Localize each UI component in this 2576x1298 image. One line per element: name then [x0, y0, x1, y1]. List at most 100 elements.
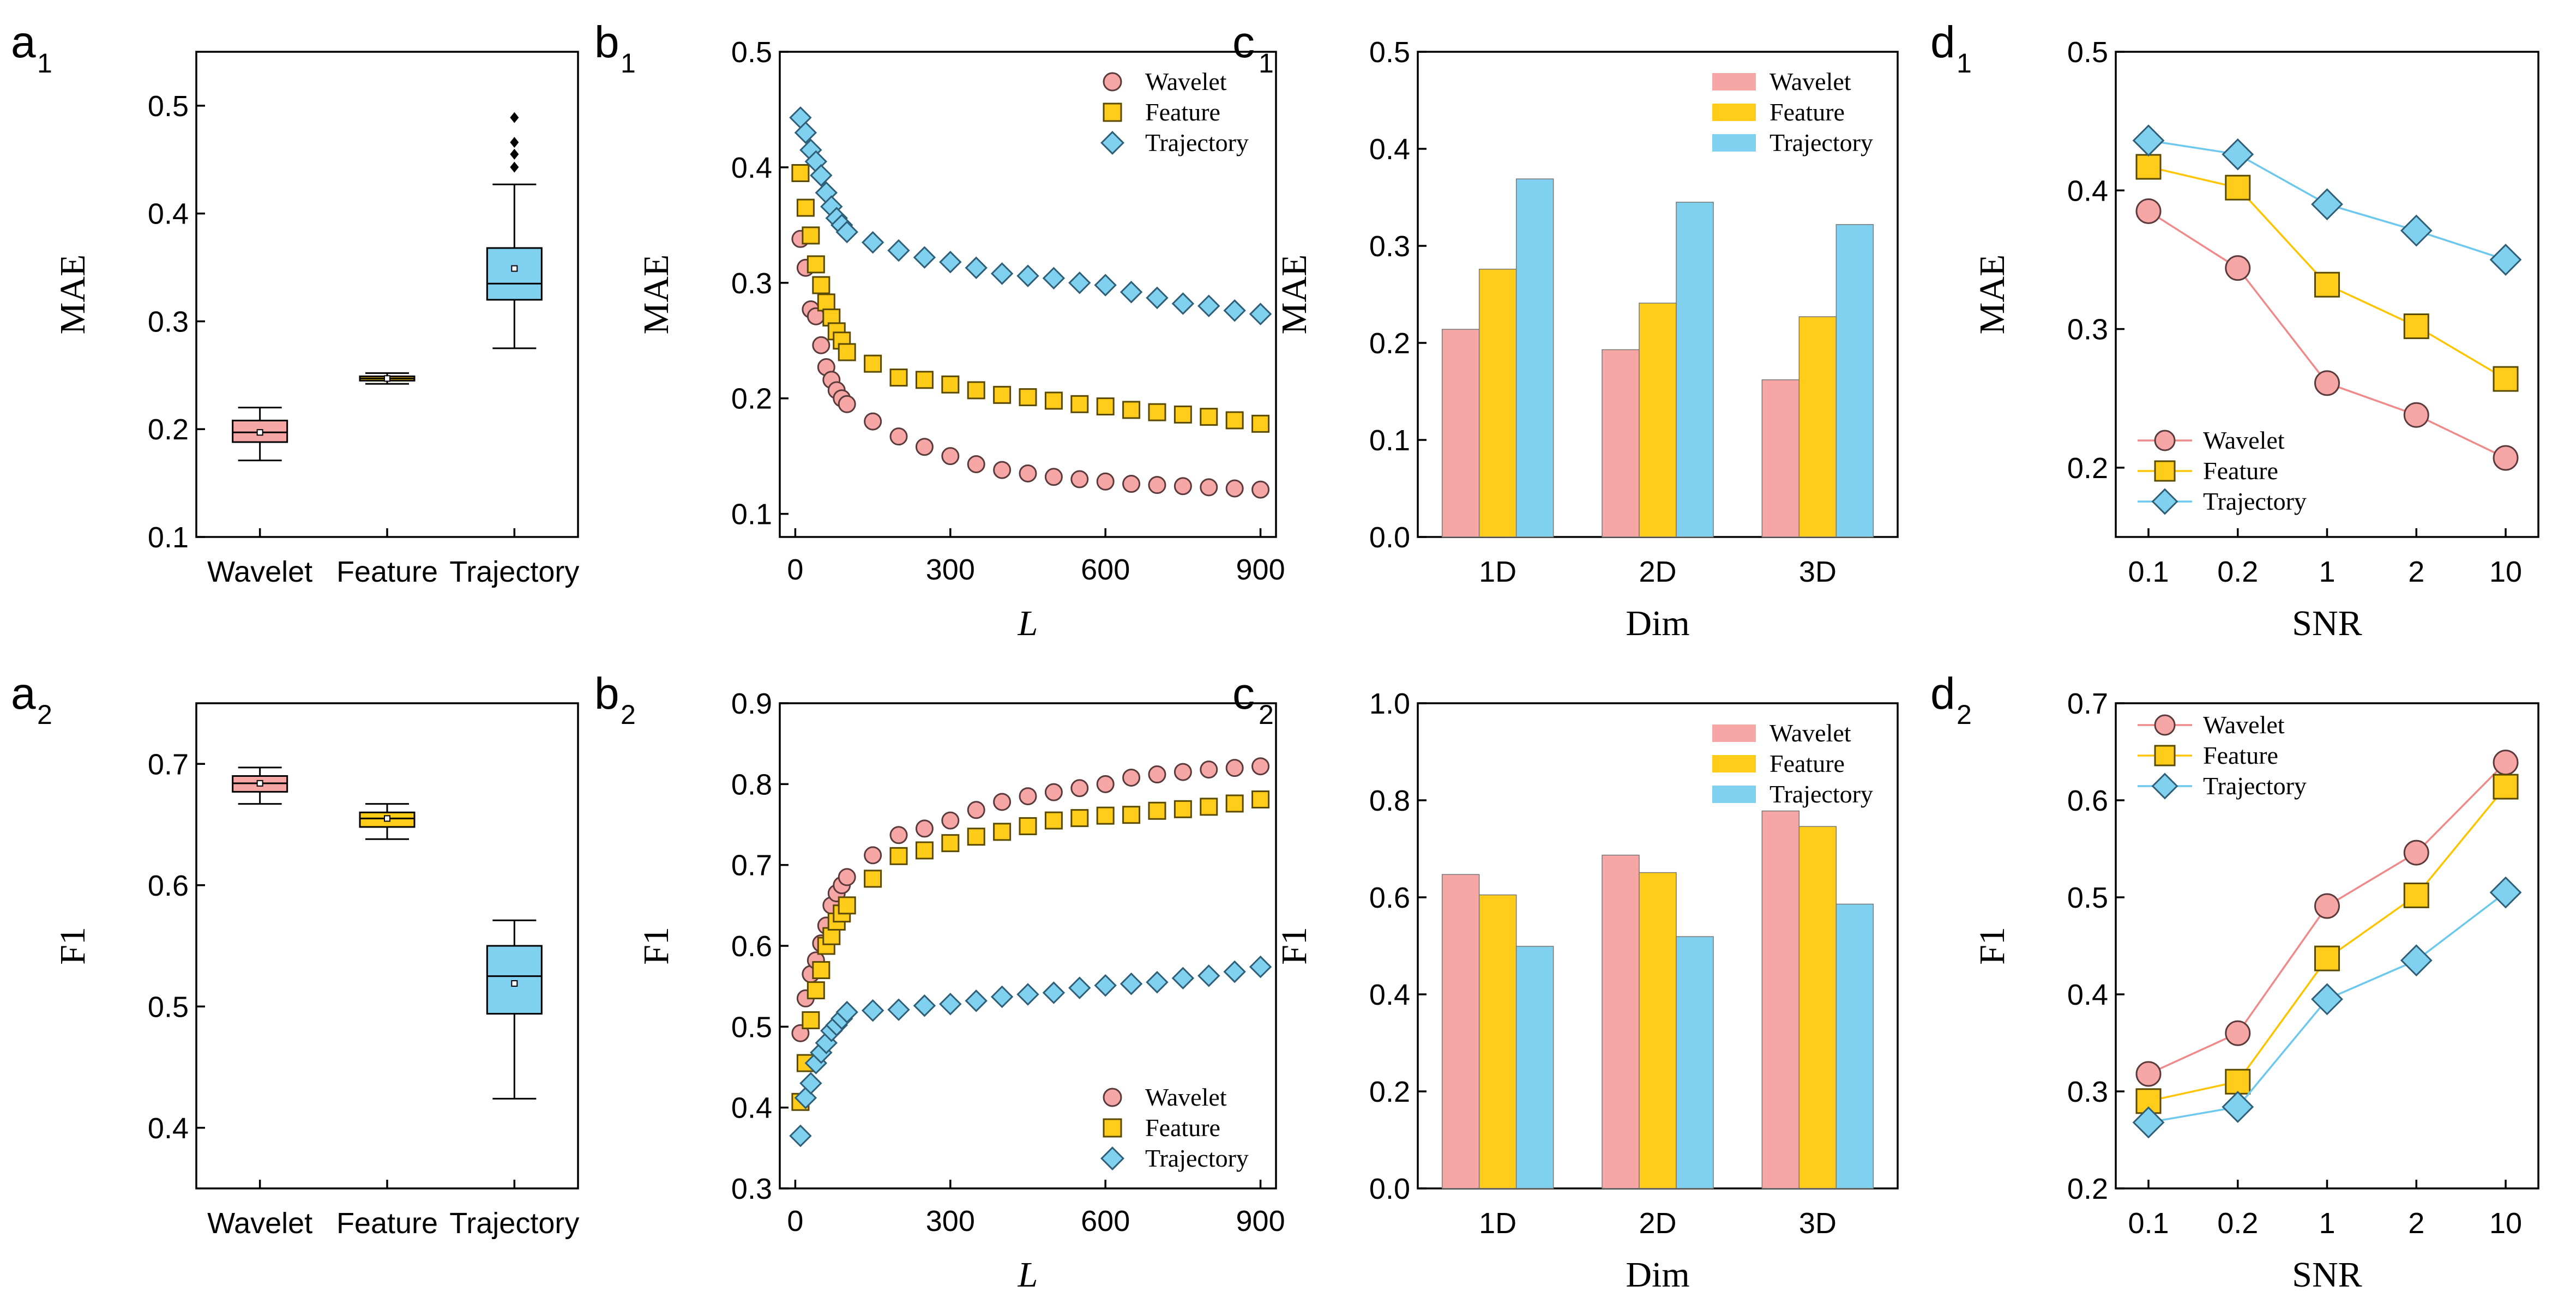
panel-label: a — [11, 17, 36, 67]
data-point — [812, 336, 830, 354]
legend-entry: Wavelet — [1712, 719, 1851, 747]
legend-marker — [1103, 72, 1122, 92]
legend: Wavelet Feature Trajectory — [1712, 68, 1873, 156]
data-point — [838, 343, 856, 361]
box-feature — [359, 803, 416, 840]
legend-swatch — [1712, 134, 1756, 152]
x-axis-title: SNR — [2292, 603, 2362, 643]
bar — [1478, 894, 1517, 1189]
data-point — [965, 256, 988, 279]
legend-label: Trajectory — [1770, 129, 1873, 156]
series-wavelet — [1441, 810, 1800, 1189]
data-point — [1070, 470, 1089, 488]
data-point — [1016, 264, 1039, 287]
data-point — [1173, 405, 1192, 424]
legend-marker — [2154, 745, 2176, 766]
data-point — [1096, 806, 1115, 825]
x-tick-label: 0.1 — [2128, 556, 2169, 588]
data-point — [2489, 876, 2522, 909]
data-point — [864, 870, 882, 888]
y-tick-label: 0.5 — [148, 90, 189, 123]
x-tick-label: 1 — [2319, 1207, 2335, 1240]
bar — [1602, 349, 1640, 538]
data-point — [2493, 445, 2519, 471]
data-point — [806, 981, 825, 1000]
series-trajectory — [2132, 876, 2522, 1139]
data-point — [1200, 408, 1218, 426]
data-point — [1251, 790, 1270, 809]
data-point — [796, 198, 815, 217]
legend-entry: Trajectory — [2138, 772, 2307, 800]
box-trajectory — [486, 919, 543, 1100]
data-point — [2400, 214, 2433, 247]
x-tick-label: 1 — [2319, 556, 2335, 588]
data-point — [915, 371, 934, 389]
x-tick-label: 300 — [926, 553, 975, 586]
box-mean-marker — [384, 375, 390, 382]
box-mean-marker — [511, 980, 518, 987]
legend-entry: Trajectory — [1712, 780, 1873, 808]
data-point — [1223, 299, 1246, 322]
series-line — [2148, 210, 2506, 459]
data-point — [1148, 403, 1166, 421]
data-point — [2403, 840, 2429, 866]
legend-marker — [2154, 430, 2176, 451]
box-body — [359, 811, 416, 828]
x-tick-label: 1D — [1479, 1207, 1516, 1240]
data-point — [1070, 779, 1089, 798]
x-tick-label: 600 — [1081, 1205, 1130, 1237]
series-feature — [2135, 154, 2519, 392]
data-point — [2135, 198, 2162, 224]
data-point — [838, 868, 856, 886]
series-wavelet — [791, 757, 1270, 1042]
legend-label: Wavelet — [1145, 68, 1227, 95]
data-point — [1223, 960, 1246, 983]
box-outlier — [510, 112, 519, 123]
x-axis-title: L — [1018, 1255, 1038, 1295]
data-point — [889, 847, 908, 865]
data-point — [1019, 464, 1037, 482]
data-point — [864, 412, 882, 431]
y-tick-label: 0.2 — [731, 383, 772, 415]
legend-entry: Wavelet — [2138, 711, 2285, 739]
bar — [1835, 903, 1874, 1189]
legend-label: Trajectory — [1145, 1144, 1249, 1172]
data-point — [835, 1000, 858, 1024]
legend-swatch — [1712, 104, 1756, 121]
bar — [1515, 946, 1554, 1189]
panel-label: a — [11, 669, 36, 719]
y-axis-title: F1 — [636, 927, 676, 965]
legend-label: Wavelet — [1770, 719, 1851, 747]
data-point — [2225, 255, 2251, 281]
data-point — [965, 989, 988, 1012]
data-point — [941, 375, 960, 394]
series-trajectory — [1515, 178, 1874, 538]
data-point — [1251, 480, 1270, 499]
data-point — [2403, 313, 2429, 339]
data-point — [993, 385, 1012, 404]
plot-frame — [779, 51, 1277, 538]
legend-swatch — [1712, 786, 1756, 803]
x-tick-label: 1D — [1479, 556, 1516, 588]
data-point — [2403, 402, 2429, 428]
legend-entry: Feature — [1712, 98, 1845, 126]
data-point — [2493, 366, 2519, 392]
y-tick-label: 0.7 — [2067, 687, 2108, 720]
data-point — [1251, 757, 1270, 776]
bar — [1835, 224, 1874, 538]
data-point — [1251, 414, 1270, 433]
data-point — [2489, 244, 2522, 276]
data-point — [1146, 971, 1169, 994]
data-point — [889, 369, 908, 387]
legend-entry: Trajectory — [2138, 487, 2307, 515]
legend-label: Wavelet — [2203, 711, 2285, 739]
x-tick-label: Feature — [336, 556, 438, 588]
bar — [1798, 826, 1837, 1189]
panel-label-subscript: 2 — [37, 699, 52, 730]
data-point — [941, 447, 960, 466]
series-feature — [2135, 774, 2519, 1114]
legend-marker — [1103, 102, 1122, 122]
data-point — [1042, 267, 1066, 290]
data-point — [1094, 974, 1117, 997]
